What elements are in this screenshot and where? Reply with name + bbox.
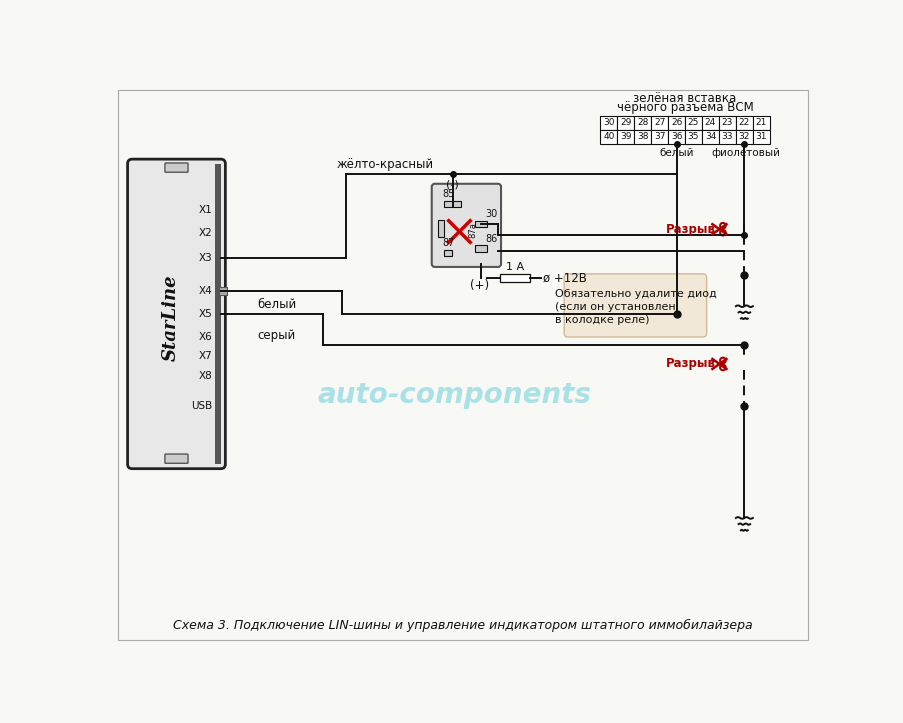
Text: 27: 27 xyxy=(653,119,665,127)
Bar xyxy=(617,116,634,130)
Bar xyxy=(735,116,752,130)
Bar xyxy=(474,245,487,252)
Text: X6: X6 xyxy=(199,332,212,342)
Bar xyxy=(443,201,461,207)
Text: 86: 86 xyxy=(485,234,498,244)
Bar xyxy=(684,116,702,130)
Bar xyxy=(667,116,684,130)
Text: 87a: 87a xyxy=(468,222,477,238)
Text: белый: белый xyxy=(658,147,694,158)
Text: 22: 22 xyxy=(738,119,749,127)
Text: 40: 40 xyxy=(602,132,614,141)
Bar xyxy=(650,130,667,144)
Text: Обязательно удалите диод
(если он установлен
в колодке реле): Обязательно удалите диод (если он устано… xyxy=(554,288,715,325)
Text: 36: 36 xyxy=(670,132,682,141)
Bar xyxy=(443,250,452,256)
Text: X7: X7 xyxy=(199,351,212,362)
Text: 39: 39 xyxy=(619,132,631,141)
Text: белый: белый xyxy=(257,298,296,311)
Text: жёлто-красный: жёлто-красный xyxy=(336,158,433,171)
Text: 24: 24 xyxy=(704,119,715,127)
Text: X8: X8 xyxy=(199,370,212,380)
Bar xyxy=(437,220,443,237)
Text: 29: 29 xyxy=(619,119,631,127)
Text: StarLine: StarLine xyxy=(161,275,179,361)
Text: 34: 34 xyxy=(704,132,715,141)
Text: серый: серый xyxy=(257,329,296,342)
Text: 85: 85 xyxy=(442,189,454,199)
Bar xyxy=(499,274,529,281)
Bar xyxy=(752,116,769,130)
Text: 30: 30 xyxy=(485,209,498,219)
Text: 35: 35 xyxy=(687,132,699,141)
Bar xyxy=(684,130,702,144)
FancyBboxPatch shape xyxy=(432,184,500,267)
Text: X2: X2 xyxy=(199,228,212,238)
Text: USB: USB xyxy=(191,401,212,411)
Bar xyxy=(752,130,769,144)
Bar xyxy=(634,116,650,130)
Text: 87: 87 xyxy=(442,239,454,249)
Text: 37: 37 xyxy=(653,132,665,141)
Bar xyxy=(214,164,220,464)
Text: X5: X5 xyxy=(199,309,212,319)
Bar xyxy=(718,130,735,144)
Text: зелёная вставка: зелёная вставка xyxy=(633,93,736,106)
Text: (+): (+) xyxy=(470,279,489,292)
Text: 38: 38 xyxy=(637,132,647,141)
Bar xyxy=(219,287,227,295)
Bar xyxy=(650,116,667,130)
Text: (-): (-) xyxy=(446,179,459,189)
Text: Разрыв: Разрыв xyxy=(666,223,715,236)
Text: X3: X3 xyxy=(199,253,212,262)
FancyBboxPatch shape xyxy=(164,163,188,172)
Text: 25: 25 xyxy=(687,119,698,127)
Bar xyxy=(702,130,718,144)
Bar xyxy=(702,116,718,130)
Bar xyxy=(634,130,650,144)
Text: 23: 23 xyxy=(721,119,732,127)
FancyBboxPatch shape xyxy=(563,274,706,337)
Text: 21: 21 xyxy=(755,119,766,127)
Text: Схема 3. Подключение LIN-шины и управление индикатором штатного иммобилайзера: Схема 3. Подключение LIN-шины и управлен… xyxy=(173,619,752,633)
Bar xyxy=(735,130,752,144)
FancyBboxPatch shape xyxy=(164,454,188,463)
Text: Разрыв: Разрыв xyxy=(666,357,715,370)
Bar xyxy=(474,221,487,227)
Text: 33: 33 xyxy=(721,132,732,141)
Text: 28: 28 xyxy=(637,119,647,127)
Text: 26: 26 xyxy=(670,119,682,127)
Text: фиолетовый: фиолетовый xyxy=(711,147,779,158)
Text: ø +12В: ø +12В xyxy=(542,271,586,284)
Text: 30: 30 xyxy=(602,119,614,127)
Text: auto-components: auto-components xyxy=(317,381,591,408)
FancyBboxPatch shape xyxy=(127,159,225,469)
Bar xyxy=(600,130,617,144)
Text: 1 А: 1 А xyxy=(506,262,524,273)
Bar xyxy=(617,130,634,144)
Text: 32: 32 xyxy=(738,132,749,141)
Text: 31: 31 xyxy=(755,132,766,141)
Text: X1: X1 xyxy=(199,205,212,215)
Bar xyxy=(600,116,617,130)
Bar xyxy=(718,116,735,130)
Bar xyxy=(667,130,684,144)
Text: чёрного разъёма ВСМ: чёрного разъёма ВСМ xyxy=(616,100,752,114)
Text: X4: X4 xyxy=(199,286,212,296)
